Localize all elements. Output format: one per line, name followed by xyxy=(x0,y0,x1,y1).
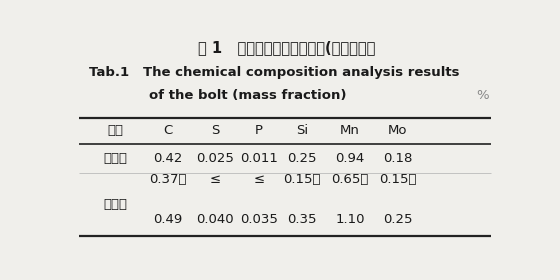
Text: 表 1   螺栓化学成分分析结果(质量分数）: 表 1 螺栓化学成分分析结果(质量分数） xyxy=(198,40,376,55)
Text: 0.040: 0.040 xyxy=(197,213,234,227)
Text: C: C xyxy=(163,124,172,137)
Text: 0.35: 0.35 xyxy=(287,213,317,227)
Text: Mn: Mn xyxy=(340,124,360,137)
Text: ≤: ≤ xyxy=(210,172,221,186)
Text: 0.49: 0.49 xyxy=(153,213,182,227)
Text: Tab.1   The chemical composition analysis results: Tab.1 The chemical composition analysis … xyxy=(88,66,459,79)
Text: of the bolt (mass fraction): of the bolt (mass fraction) xyxy=(149,88,347,102)
Text: 0.011: 0.011 xyxy=(240,151,278,165)
Text: 1.10: 1.10 xyxy=(335,213,365,227)
Text: %: % xyxy=(476,88,489,102)
Text: Mo: Mo xyxy=(388,124,408,137)
Text: 0.15～: 0.15～ xyxy=(379,172,417,186)
Text: 0.37～: 0.37～ xyxy=(149,172,186,186)
Text: 实测值: 实测值 xyxy=(104,151,128,165)
Text: 项目: 项目 xyxy=(108,124,124,137)
Text: Si: Si xyxy=(296,124,308,137)
Text: 0.94: 0.94 xyxy=(335,151,365,165)
Text: 0.25: 0.25 xyxy=(287,151,317,165)
Text: 0.18: 0.18 xyxy=(383,151,412,165)
Text: 0.65～: 0.65～ xyxy=(332,172,368,186)
Text: 0.025: 0.025 xyxy=(197,151,234,165)
Text: 0.15～: 0.15～ xyxy=(283,172,321,186)
Text: 标准值: 标准值 xyxy=(104,198,128,211)
Text: 0.035: 0.035 xyxy=(240,213,278,227)
Text: 0.25: 0.25 xyxy=(383,213,412,227)
Text: P: P xyxy=(255,124,263,137)
Text: S: S xyxy=(211,124,220,137)
Text: ≤: ≤ xyxy=(253,172,264,186)
Text: 0.42: 0.42 xyxy=(153,151,183,165)
